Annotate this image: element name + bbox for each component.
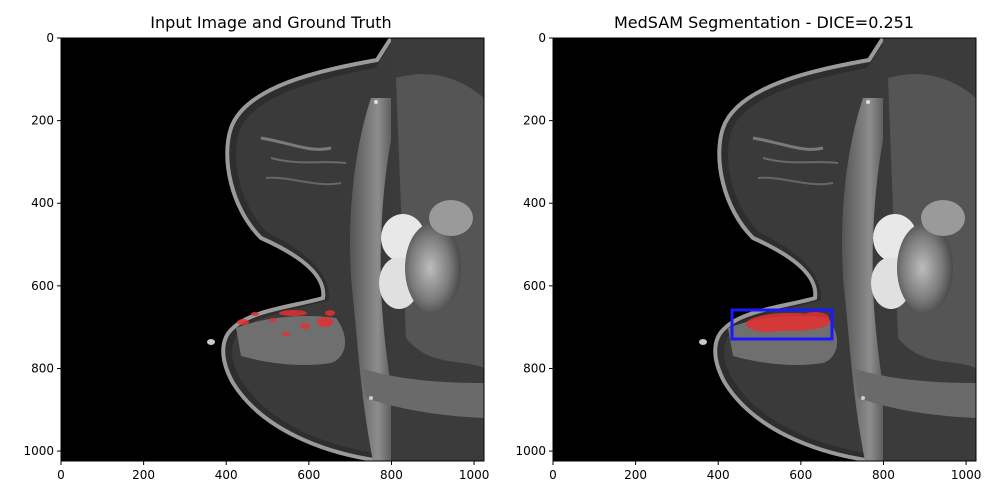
x-tick-label: 800	[380, 468, 403, 482]
axes-frame-right	[552, 37, 977, 462]
panel-right-title: MedSAM Segmentation - DICE=0.251	[614, 13, 914, 32]
x-tick-label: 400	[215, 468, 238, 482]
y-tick-label: 1000	[515, 444, 546, 458]
x-tick-label: 600	[789, 468, 812, 482]
y-tick-label: 600	[523, 279, 546, 293]
bounding-box-prompt	[730, 308, 834, 341]
x-tick-label: 200	[624, 468, 647, 482]
panel-left-title: Input Image and Ground Truth	[150, 13, 391, 32]
x-tick-label: 400	[707, 468, 730, 482]
x-tick-label: 600	[297, 468, 320, 482]
x-tick-label: 800	[872, 468, 895, 482]
y-tick-label: 800	[523, 361, 546, 375]
y-tick-label: 0	[46, 31, 54, 45]
axes-frame-left	[60, 37, 485, 462]
y-tick-label: 800	[31, 361, 54, 375]
x-tick-label: 1000	[951, 468, 982, 482]
x-tick-label: 200	[132, 468, 155, 482]
mri-image-right	[553, 38, 976, 461]
x-tick-label: 0	[57, 468, 65, 482]
ground-truth-mask	[237, 310, 335, 336]
mri-image-left	[61, 38, 484, 461]
y-tick-label: 200	[523, 114, 546, 128]
panel-left: Input Image and Ground Truth 0 200 400 600 8…	[23, 13, 489, 482]
y-tick-label: 600	[31, 279, 54, 293]
y-tick-label: 400	[31, 196, 54, 210]
x-tick-label: 1000	[459, 468, 490, 482]
y-tick-label: 1000	[23, 444, 54, 458]
predicted-mask	[746, 312, 830, 332]
y-tick-label: 0	[538, 31, 546, 45]
y-tick-label: 200	[31, 114, 54, 128]
panel-right: MedSAM Segmentation - DICE=0.251 0 200 400…	[515, 13, 981, 482]
y-tick-label: 400	[523, 196, 546, 210]
x-tick-label: 0	[549, 468, 557, 482]
